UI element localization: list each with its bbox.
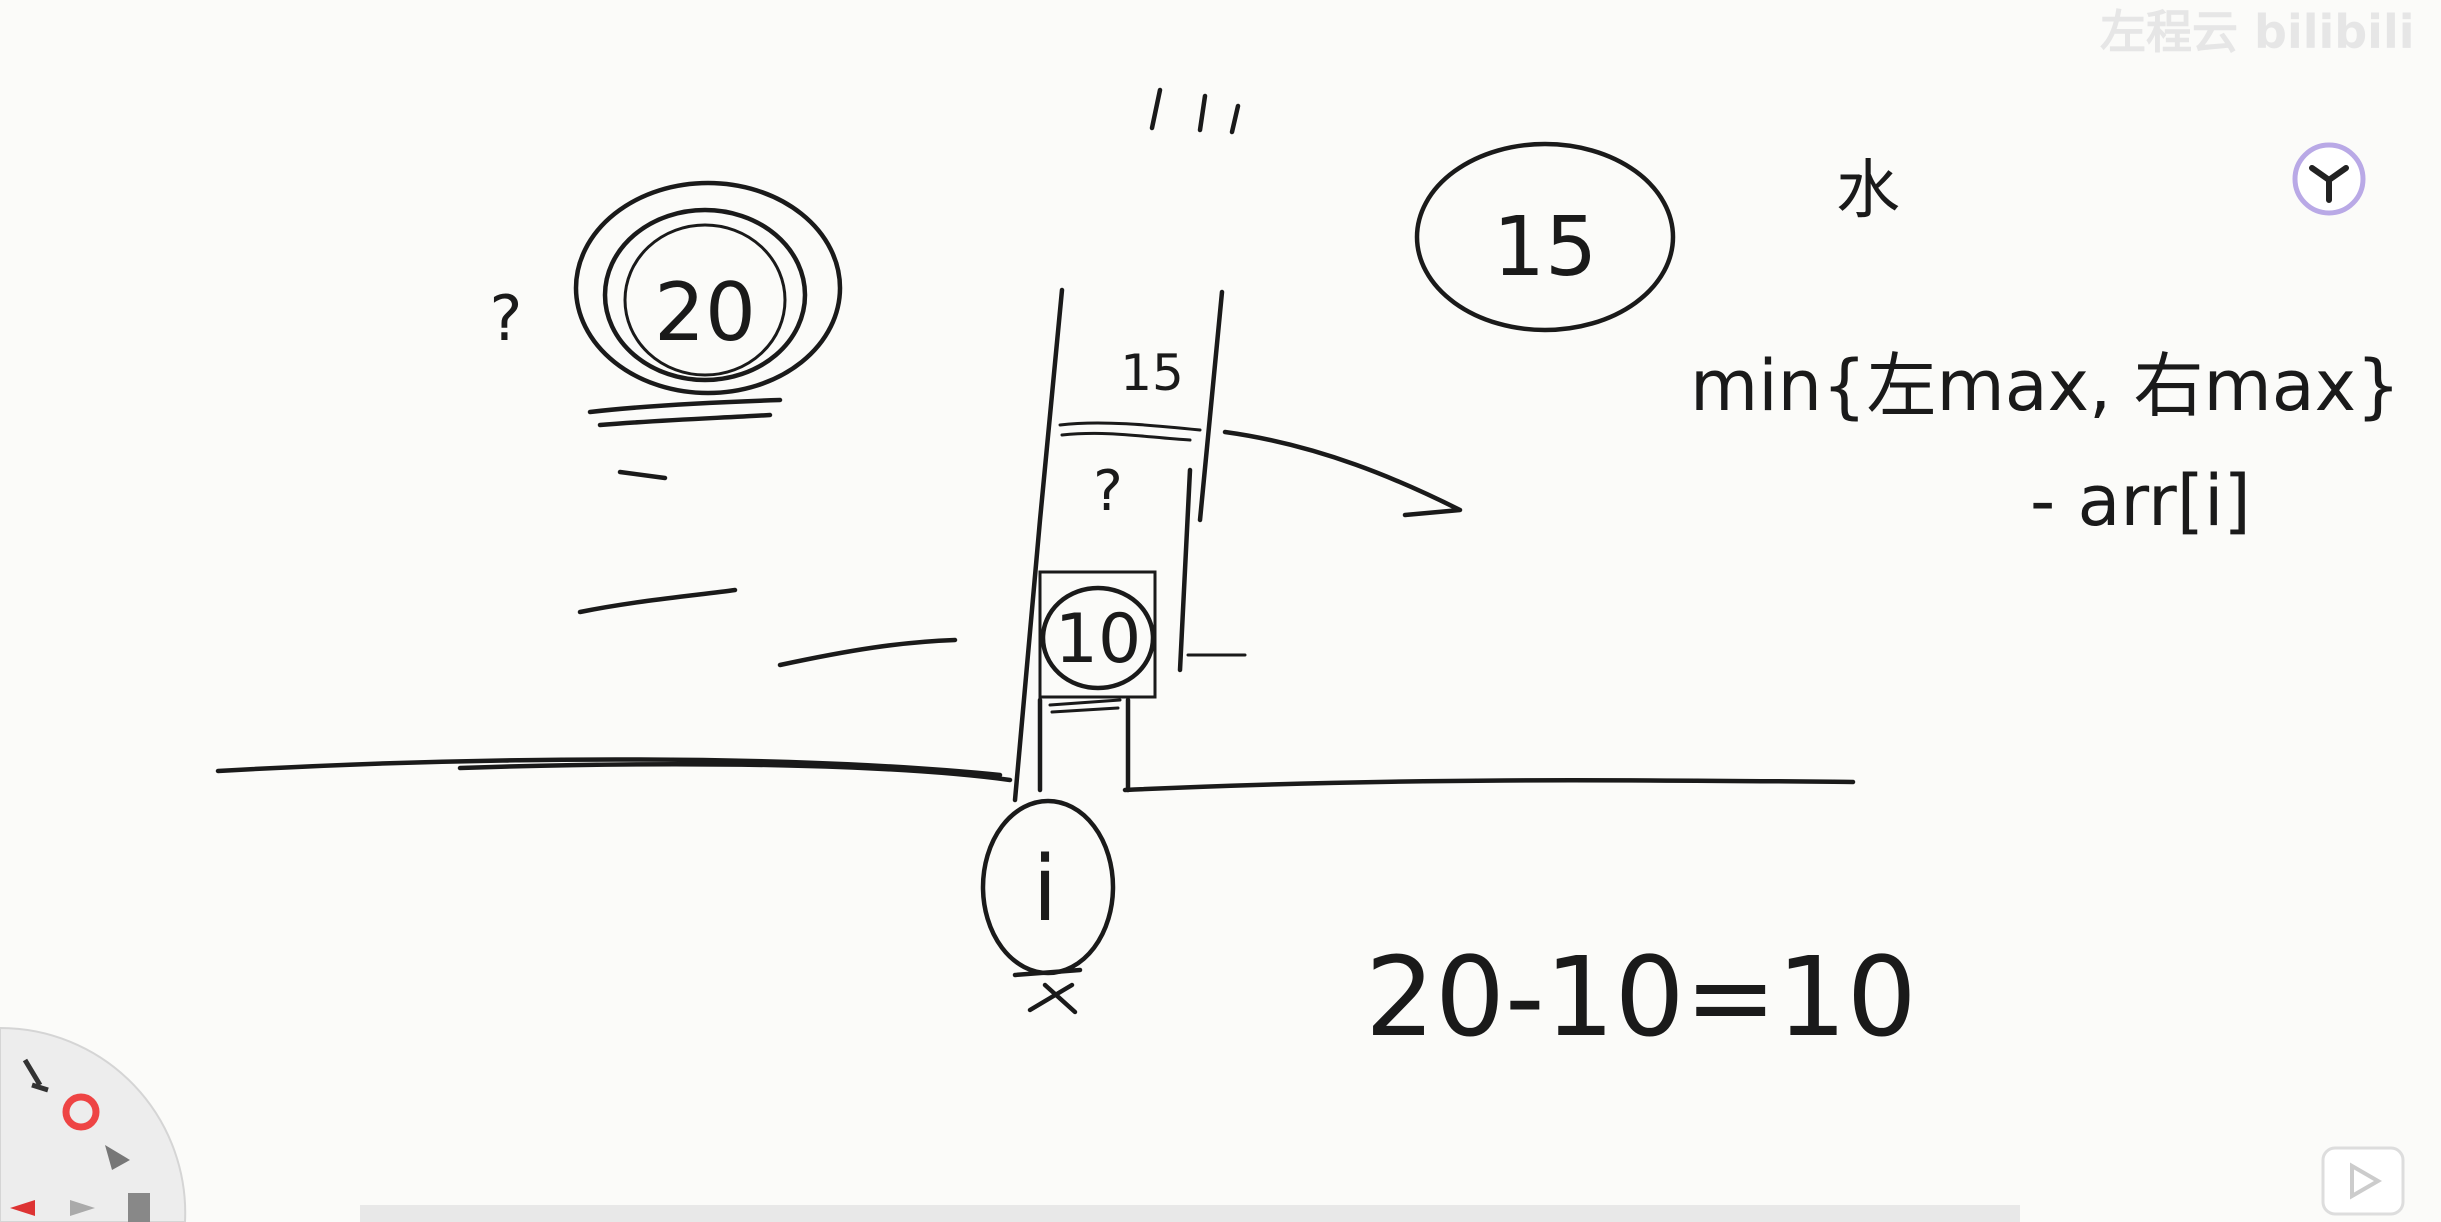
select-tool[interactable] (105, 1145, 130, 1170)
circle (623, 223, 787, 377)
player-bar (360, 1205, 2020, 1222)
circle (1040, 585, 1156, 691)
play-icon (2350, 1162, 2383, 1200)
tick-strokes (1149, 87, 1241, 135)
logo-glyph (2309, 165, 2349, 203)
result: 20-10=10 (1365, 933, 1917, 1061)
play-button[interactable] (2321, 1146, 2405, 1216)
level-strokes (577, 397, 958, 668)
left-bar-label: 20 (654, 266, 756, 359)
redo-button[interactable] (70, 1200, 95, 1216)
right-bar-label: 15 (1493, 200, 1597, 295)
ground-line (215, 757, 1856, 793)
water-level (1058, 421, 1202, 442)
circle (573, 180, 843, 396)
mark (1012, 967, 1083, 1015)
page-tool[interactable] (128, 1193, 150, 1222)
watermark: 左程云 bilibili (2100, 5, 2414, 59)
circle (602, 207, 808, 383)
column (1012, 287, 1225, 803)
index-label: i (1032, 837, 1057, 942)
center-question: ? (1093, 459, 1123, 524)
circle (1414, 141, 1676, 333)
brush-tool[interactable] (22, 1058, 49, 1093)
underline (1048, 698, 1122, 714)
left-question: ? (490, 282, 523, 355)
formula: - arr[i] (2030, 460, 2251, 542)
color-tool[interactable] (62, 1093, 100, 1131)
center-top-label: 15 (1120, 344, 1184, 402)
center-bar-label: 10 (1055, 600, 1142, 679)
undo-button[interactable] (10, 1200, 35, 1216)
formula: min{左max, 右max} (1690, 345, 2401, 427)
water-label: 水 (1836, 154, 1900, 228)
arrow-stroke (1222, 429, 1463, 518)
